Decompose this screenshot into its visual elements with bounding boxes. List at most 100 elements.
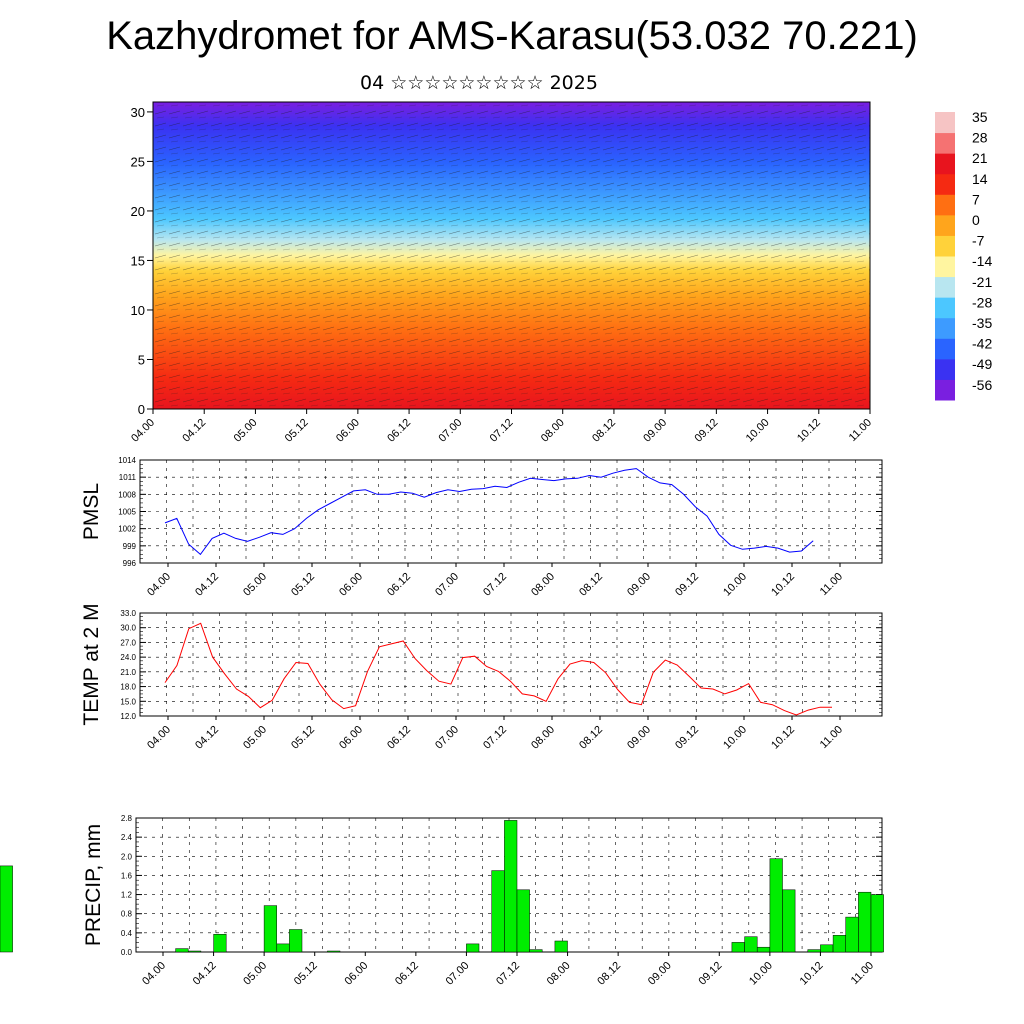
x-tick-label: 08.12 [590,417,618,445]
x-tick-label: 07.00 [444,960,472,988]
colorbar-label: -42 [972,336,992,352]
precip-bar [782,889,796,953]
precip-bar [327,950,341,953]
x-tick-label: 09.12 [696,960,724,988]
y-tick-label: 33.0 [120,609,136,618]
colorbar-label: -28 [972,294,992,310]
precip-bar [769,858,783,953]
x-tick-label: 04.12 [193,724,221,752]
x-tick-label: 10.00 [721,571,749,599]
y-tick-label: 1002 [118,525,136,534]
precip-bar [491,870,505,953]
x-tick-label: 08.00 [529,724,557,752]
pmsl-series-line [164,468,814,556]
x-tick-label: 08.00 [545,960,573,988]
colorbar-swatch [935,194,955,216]
x-tick-label: 05.12 [283,417,311,445]
x-tick-label: 04.12 [191,960,219,988]
y-tick-label: 1.2 [121,891,133,900]
colorbar-swatch [935,297,955,319]
colorbar-swatch [935,379,955,401]
y-tick-label: 0.4 [121,929,133,938]
colorbar-label: -49 [972,356,992,372]
y-tick-label: 0.0 [121,948,133,957]
colorbar-label: -14 [972,253,992,269]
colorbar-swatch [935,153,955,175]
precip-panel: 0.0 0.4 0.8 1.2 1.6 2.0 2.4 2.8 04.00 04.12 05.00 0… [0,814,884,988]
precip-bar [529,949,543,953]
plot-frame [139,612,883,717]
x-tick-label: 10.00 [744,417,772,445]
y-tick-label: 25 [131,154,145,169]
precip-bar [466,943,480,953]
x-tick-label: 08.00 [539,417,567,445]
x-tick-label: 07.00 [433,571,461,599]
x-tick-label: 05.12 [292,960,320,988]
x-tick-label: 05.12 [289,724,317,752]
x-tick-label: 09.00 [625,571,653,599]
x-tick-label: 06.12 [385,571,413,599]
colorbar-label: 7 [972,191,980,207]
precip-bar [832,935,846,953]
x-tick-label: 04.12 [193,571,221,599]
y-tick-label: 15 [131,253,145,268]
y-tick-label: 999 [123,542,137,551]
colorbar-swatch [935,256,955,278]
x-tick-label: 09.00 [646,960,674,988]
y-tick-label: 1011 [119,473,137,482]
x-tick-label: 08.00 [529,571,557,599]
y-tick-label: 21.0 [120,668,136,677]
y-tick-label: 996 [123,559,137,568]
y-axis-label: TEMP at 2 M [80,603,103,725]
colorbar-swatch [935,235,955,257]
x-tick-label: 04.00 [145,724,173,752]
precip-bar [807,949,821,953]
colorbar-label: 28 [972,130,988,146]
heatmap-panel: 0 5 10 15 20 25 30 04.00 04.12 05.00 05.12 06.00 06.… [129,101,874,445]
precip-bar [554,940,568,953]
precip-bar [175,948,189,953]
x-tick-label: 10.00 [721,724,749,752]
precip-bar [870,894,884,953]
x-tick-label: 06.00 [337,571,365,599]
y-tick-label: 1.6 [121,871,133,880]
precip-bar [0,865,13,953]
precip-bar [188,950,202,953]
precip-bar [845,916,859,953]
y-tick-label: 1014 [118,456,136,465]
x-tick-label: 07.12 [481,571,509,599]
x-tick-label: 04.12 [180,417,208,445]
x-tick-label: 05.00 [241,960,269,988]
colorbar-swatch [935,276,955,298]
colorbar-label: -7 [972,233,985,249]
y-tick-label: 5 [138,352,145,367]
precip-bar [744,936,758,953]
x-tick-label: 05.00 [241,724,269,752]
x-tick-label: 11.00 [818,724,845,751]
precip-bar [276,943,290,953]
colorbar-swatch [935,214,955,236]
x-tick-label: 06.12 [385,724,413,752]
precip-bar [289,929,303,953]
y-tick-label: 24.0 [120,653,136,662]
x-tick-label: 09.00 [641,417,669,445]
y-tick-label: 12.0 [120,712,136,721]
x-tick-label: 06.00 [337,724,365,752]
precip-bar [504,820,518,953]
x-tick-label: 04.00 [145,571,173,599]
colorbar-swatch [935,132,955,154]
x-tick-label: 10.12 [769,724,797,752]
colorbar: 35 28 21 14 7 0 -7 -14 -21 -28 -35 -42 -49 -56 [935,109,992,401]
chart-subtitle: 04 ☆☆☆☆☆☆☆☆☆ 2025 [360,72,598,94]
colorbar-swatch [935,173,955,195]
colorbar-label: -35 [972,315,992,331]
temp-series-line [164,622,832,716]
y-tick-label: 1008 [118,490,136,499]
x-tick-label: 04.00 [129,417,157,445]
pmsl-panel: 996 999 1002 1005 1008 1011 1014 04.00 04.12 05.0… [80,456,883,599]
x-tick-label: 10.00 [747,960,775,988]
colorbar-swatch [935,358,955,380]
precip-bar [820,944,834,953]
y-tick-label: 20 [131,204,145,219]
colorbar-label: 21 [972,150,988,166]
